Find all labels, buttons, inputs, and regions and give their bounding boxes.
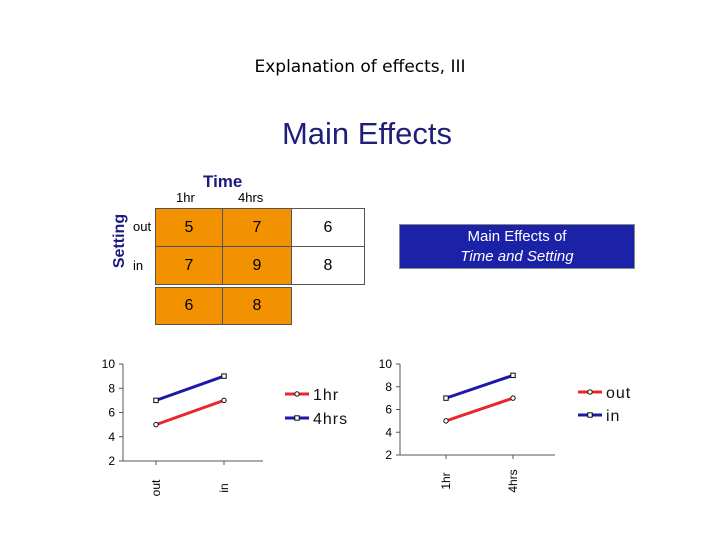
callout-line-2: Time and Setting: [460, 248, 574, 265]
c1-y-tick-label: 6: [108, 406, 115, 420]
c2-legend-marker: [587, 389, 593, 395]
c2-series-line-in: [445, 373, 514, 400]
c2-point: [510, 395, 516, 401]
c1-point: [153, 421, 159, 428]
c2-y-tick-label: 8: [385, 380, 392, 394]
col-header-4hrs: 4hrs: [238, 190, 264, 205]
c1-x-tick-label: in: [217, 483, 231, 492]
c1-legend-label: 4hrs: [313, 411, 348, 428]
c2-point: [443, 395, 449, 401]
cell-in-4hrs: 9: [222, 246, 292, 285]
cell-in-1hr: 7: [155, 246, 223, 285]
row-mean-out: 6: [291, 208, 365, 247]
c1-point: [153, 397, 159, 404]
slide-title: Explanation of effects, III: [254, 57, 466, 77]
c2-y-tick-label: 6: [385, 403, 392, 417]
col-header-1hr: 1hr: [176, 190, 195, 205]
c2-legend-label: out: [606, 385, 631, 402]
c2-point: [443, 418, 449, 424]
c2-y-tick-label: 10: [379, 357, 393, 371]
time-factor-label: Time: [203, 172, 243, 191]
c1-series-line-1hr: [155, 398, 225, 427]
c2-legend-label: in: [606, 408, 620, 425]
c1-legend-marker: [294, 415, 300, 421]
col-mean-1hr: 6: [155, 287, 223, 325]
c2-y-tick-label: 2: [385, 448, 392, 462]
callout-line-1: Main Effects of: [467, 228, 567, 245]
c1-legend-label: 1hr: [313, 387, 339, 404]
c2-series-line-out: [445, 396, 514, 423]
c1-y-tick-label: 4: [108, 430, 115, 444]
cell-out-1hr: 5: [155, 208, 223, 247]
main-heading: Main Effects: [281, 116, 452, 151]
c2-x-tick-label: 1hr: [439, 472, 453, 489]
c2-x-tick-label: 4hrs: [506, 469, 520, 492]
c1-y-tick-label: 8: [108, 381, 115, 395]
row-mean-in: 8: [291, 246, 365, 285]
col-mean-4hrs: 8: [222, 287, 292, 325]
c1-point: [221, 373, 227, 379]
cell-out-4hrs: 7: [222, 208, 292, 247]
c1-point: [221, 397, 227, 404]
c2-y-tick-label: 4: [385, 425, 392, 439]
c1-series-line-4hrs: [155, 374, 225, 402]
row-header-in: in: [133, 258, 144, 273]
setting-factor-label: Setting: [111, 213, 128, 269]
c1-legend-marker: [294, 391, 300, 397]
c1-y-tick-label: 10: [102, 357, 116, 371]
c1-y-tick-label: 2: [108, 454, 115, 468]
c2-legend-marker: [587, 412, 593, 418]
main-effects-callout: Main Effects of Time and Setting: [399, 224, 635, 269]
row-header-out: out: [133, 219, 152, 234]
c2-point: [510, 372, 516, 379]
c1-x-tick-label: out: [149, 479, 163, 496]
